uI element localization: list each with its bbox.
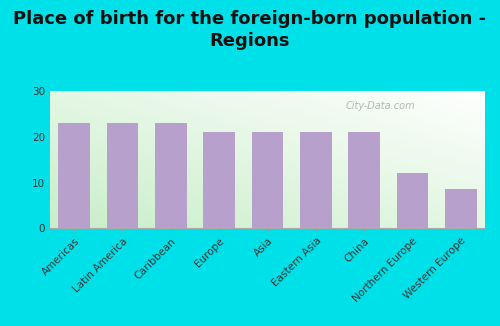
Bar bbox=[397, 173, 428, 228]
Bar bbox=[204, 132, 235, 228]
Bar bbox=[300, 132, 332, 228]
Bar bbox=[348, 132, 380, 228]
Bar bbox=[155, 123, 186, 228]
Bar bbox=[58, 123, 90, 228]
Bar bbox=[252, 132, 283, 228]
Bar bbox=[445, 189, 476, 228]
Text: City-Data.com: City-Data.com bbox=[346, 101, 416, 111]
Text: Place of birth for the foreign-born population -
Regions: Place of birth for the foreign-born popu… bbox=[14, 10, 486, 50]
Bar bbox=[107, 123, 138, 228]
